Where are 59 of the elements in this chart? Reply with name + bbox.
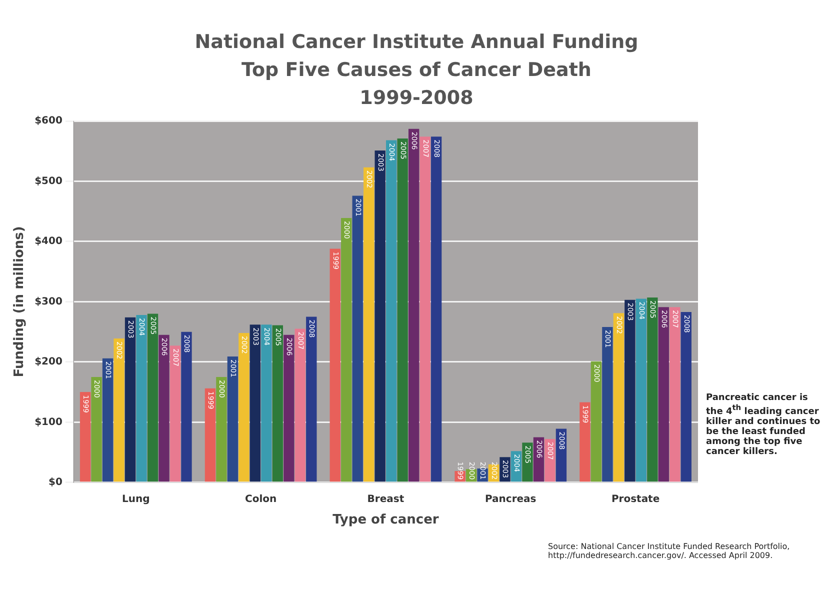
bar xyxy=(91,376,102,482)
bar xyxy=(261,324,272,482)
bar xyxy=(204,388,216,482)
bar xyxy=(430,136,442,482)
x-tick-label: Lung xyxy=(122,494,150,505)
bar xyxy=(408,128,420,482)
text: Pancreatic cancer is the 4$^{th}$ leading cancer killer and continues to be the least funded among the top five cancer killers. xyxy=(706,393,821,457)
bar xyxy=(647,297,658,482)
bar xyxy=(544,439,556,482)
bar xyxy=(238,333,250,482)
bar xyxy=(250,324,261,482)
y-tick-label: $500 xyxy=(34,176,62,187)
bar xyxy=(124,317,136,482)
x-tick-label: Breast xyxy=(367,494,404,505)
bar xyxy=(624,300,636,482)
bar xyxy=(374,150,386,482)
bar xyxy=(272,325,284,482)
bar xyxy=(181,332,192,482)
x-tick-label: Pancreas xyxy=(484,494,536,505)
x-axis-title: Type of cancer xyxy=(332,512,440,528)
bar xyxy=(294,328,306,482)
bar xyxy=(330,248,340,482)
bar xyxy=(613,313,624,482)
bar xyxy=(364,167,374,482)
y-tick-label: $300 xyxy=(34,296,62,308)
bar xyxy=(386,140,397,482)
bar xyxy=(602,327,613,482)
bar xyxy=(397,138,408,482)
bar xyxy=(636,298,647,482)
bar xyxy=(147,314,158,482)
bar xyxy=(590,361,602,482)
bar xyxy=(658,307,669,482)
bar xyxy=(216,376,227,482)
bar xyxy=(352,196,363,482)
bar xyxy=(102,358,114,482)
bar xyxy=(284,334,294,482)
y-tick-label: $600 xyxy=(34,116,62,127)
y-tick-label: $400 xyxy=(34,236,62,248)
chart-title: National Cancer Institute Annual Funding Top Five Causes of Cancer Death 1999-2008 xyxy=(194,30,640,111)
bar xyxy=(670,307,680,482)
bar xyxy=(306,316,317,482)
bar xyxy=(580,402,590,482)
source-note: Source: National Cancer Institute Funded Research Portfolio, http://fundedresearch.cancer.gov/. Accessed April 2009. xyxy=(548,542,791,560)
bar xyxy=(80,392,91,482)
bar xyxy=(522,442,533,482)
bar xyxy=(114,338,124,482)
x-tick-label: Prostate xyxy=(611,494,660,505)
bar xyxy=(341,218,352,482)
x-tick-label: Colon xyxy=(244,494,277,505)
bar xyxy=(136,314,147,482)
bar xyxy=(170,346,181,482)
bar xyxy=(680,312,692,482)
bar xyxy=(158,334,170,482)
y-tick-label: $200 xyxy=(34,356,62,368)
y-tick-label: $0 xyxy=(48,476,62,488)
bar xyxy=(227,356,238,482)
y-tick-label: $100 xyxy=(34,416,62,428)
y-axis-title: Funding (in millions) xyxy=(12,226,28,378)
bar xyxy=(420,136,430,482)
